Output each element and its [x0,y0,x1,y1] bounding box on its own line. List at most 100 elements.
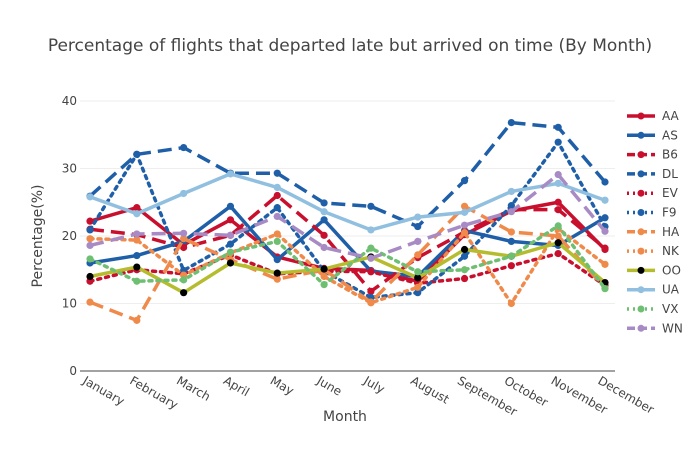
legend-marker [637,170,645,178]
legend-item-wn[interactable]: WN [627,321,683,335]
legend-marker [637,266,645,274]
legend-item-oo[interactable]: OO [627,263,681,277]
data-point [86,217,94,225]
y-tick-label: 20 [62,229,77,243]
data-point [180,143,188,152]
legend-marker [637,286,645,294]
legend-label: F9 [662,206,677,220]
legend-label: EV [662,186,679,200]
data-point [86,226,94,234]
data-point [554,222,562,230]
data-point [226,248,235,256]
data-point [414,237,422,245]
data-point [460,252,469,260]
series-line [89,172,607,261]
legend-marker [637,209,645,216]
legend-label: B6 [662,148,678,162]
data-point [507,119,515,127]
legend-marker [637,228,645,236]
data-point [460,266,469,274]
legend-item-aa[interactable]: AA [627,109,680,123]
data-point [554,232,562,240]
y-axis-title: Percentage(%) [30,185,46,288]
legend-item-as[interactable]: AS [627,128,678,142]
legend-label: VX [662,302,678,316]
data-point [86,272,94,281]
data-point [320,243,328,252]
data-point [507,187,515,196]
data-point [133,210,141,218]
legend-marker [637,112,645,120]
series-layer [86,119,609,324]
data-point [554,239,562,247]
legend-label: AS [662,128,678,142]
legend-item-ua[interactable]: UA [627,283,680,297]
data-point [226,231,235,239]
chart-title: Percentage of flights that departed late… [48,36,652,56]
data-point [507,299,515,308]
series-line [88,224,607,291]
series-ua [86,170,609,234]
data-point [367,244,375,252]
series-line [89,204,607,323]
data-point [507,228,515,236]
legend-item-ha[interactable]: HA [627,225,680,239]
legend-item-vx[interactable]: VX [627,302,678,316]
data-point [601,196,609,204]
data-point [133,277,141,285]
data-point [86,298,94,306]
data-point [226,202,235,210]
data-point [273,230,281,238]
y-tick-label: 10 [62,297,77,311]
data-point [86,193,94,201]
data-point [554,179,562,187]
legend-marker [637,189,645,197]
x-axis-title: Month [323,409,367,425]
data-point [507,237,515,245]
series-vx [86,222,609,293]
series-line [88,251,607,288]
data-point [133,230,141,238]
y-tick-label: 0 [69,364,77,378]
series-nk [86,224,609,308]
series-line [88,226,607,306]
data-point [273,237,281,245]
legend-item-b6[interactable]: B6 [627,148,678,162]
legend-label: UA [662,283,680,297]
legend-item-nk[interactable]: NK [627,244,680,258]
legend-label: WN [662,321,683,335]
data-point [601,178,609,186]
y-tick-label: 40 [62,94,77,108]
data-point [320,281,328,289]
data-point [273,204,281,212]
legend-item-dl[interactable]: DL [627,167,678,181]
data-point [86,235,94,243]
data-point [180,276,188,284]
data-point [601,227,609,235]
data-point [320,216,328,224]
data-point [460,229,469,237]
data-point [273,183,281,191]
legend-label: HA [662,225,680,239]
data-point [133,316,141,324]
data-point [180,289,188,297]
data-point [133,236,141,244]
data-point [180,235,188,243]
y-axis-ticks: 0 10 20 30 40 [62,94,77,378]
data-point [273,275,281,283]
data-point [367,287,375,295]
data-point [601,214,609,222]
data-point [414,283,422,291]
data-point [86,255,94,263]
legend-item-f9[interactable]: F9 [627,206,677,220]
data-point [180,189,188,198]
data-point [180,229,188,237]
data-point [273,169,281,177]
legend-label: DL [662,167,678,181]
data-point [320,265,328,273]
data-point [414,213,422,221]
data-point [133,263,141,271]
data-point [273,256,281,264]
legend-item-ev[interactable]: EV [627,186,679,200]
